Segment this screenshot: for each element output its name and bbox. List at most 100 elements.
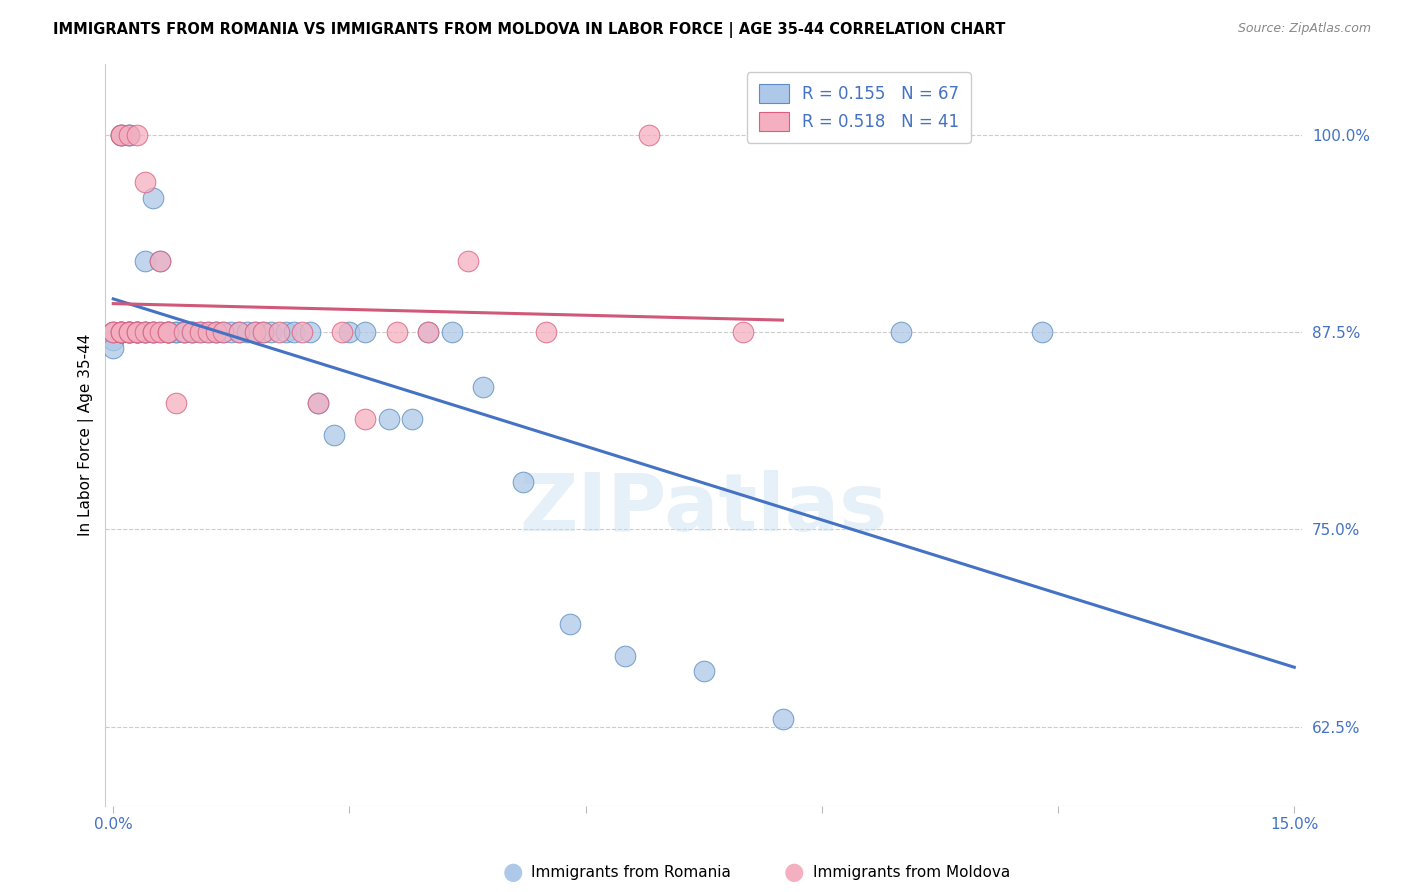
Point xyxy=(142,326,165,340)
Point xyxy=(110,128,132,142)
Point xyxy=(157,326,180,340)
Point xyxy=(157,326,180,340)
Point xyxy=(276,326,298,340)
Point xyxy=(283,326,305,340)
Point xyxy=(221,326,243,340)
Point xyxy=(134,326,156,340)
Point xyxy=(142,326,165,340)
Point xyxy=(110,326,132,340)
Point xyxy=(125,128,148,142)
Point xyxy=(110,326,132,340)
Point xyxy=(125,326,148,340)
Point xyxy=(134,254,156,268)
Point xyxy=(142,191,165,205)
Point xyxy=(165,396,187,410)
Point xyxy=(228,326,250,340)
Point xyxy=(614,648,637,663)
Point xyxy=(204,326,226,340)
Point xyxy=(125,326,148,340)
Point xyxy=(536,326,558,340)
Point xyxy=(243,326,266,340)
Point xyxy=(772,712,794,726)
Point xyxy=(173,326,195,340)
Point xyxy=(330,326,353,340)
Point xyxy=(103,326,125,340)
Point xyxy=(103,326,125,340)
Point xyxy=(173,326,195,340)
Text: IMMIGRANTS FROM ROMANIA VS IMMIGRANTS FROM MOLDOVA IN LABOR FORCE | AGE 35-44 CO: IMMIGRANTS FROM ROMANIA VS IMMIGRANTS FR… xyxy=(53,22,1005,38)
Point xyxy=(149,326,172,340)
Point xyxy=(378,412,401,426)
Point xyxy=(236,326,259,340)
Point xyxy=(157,326,180,340)
Point xyxy=(733,326,755,340)
Point xyxy=(125,326,148,340)
Point xyxy=(260,326,283,340)
Point xyxy=(142,326,165,340)
Point xyxy=(110,326,132,340)
Point xyxy=(118,326,141,340)
Point xyxy=(354,326,377,340)
Point xyxy=(228,326,250,340)
Point xyxy=(165,326,187,340)
Point xyxy=(512,475,534,490)
Point xyxy=(134,326,156,340)
Point xyxy=(125,326,148,340)
Point xyxy=(134,326,156,340)
Text: ●: ● xyxy=(785,861,804,884)
Text: ●: ● xyxy=(503,861,523,884)
Point xyxy=(149,254,172,268)
Point xyxy=(197,326,219,340)
Point xyxy=(118,326,141,340)
Point xyxy=(181,326,204,340)
Point xyxy=(307,396,329,410)
Point xyxy=(157,326,180,340)
Point xyxy=(291,326,314,340)
Point xyxy=(188,326,211,340)
Text: Immigrants from Romania: Immigrants from Romania xyxy=(531,865,731,880)
Point xyxy=(457,254,479,268)
Point xyxy=(252,326,274,340)
Point xyxy=(890,326,912,340)
Point xyxy=(637,128,659,142)
Point xyxy=(118,326,141,340)
Point xyxy=(299,326,322,340)
Point xyxy=(118,326,141,340)
Point xyxy=(440,326,463,340)
Point xyxy=(418,326,440,340)
Point xyxy=(401,412,423,426)
Point xyxy=(125,326,148,340)
Point xyxy=(157,326,180,340)
Point xyxy=(252,326,274,340)
Text: ZIPatlas: ZIPatlas xyxy=(520,470,889,548)
Legend: R = 0.155   N = 67, R = 0.518   N = 41: R = 0.155 N = 67, R = 0.518 N = 41 xyxy=(747,72,970,143)
Point xyxy=(118,128,141,142)
Point xyxy=(204,326,226,340)
Point xyxy=(472,380,495,394)
Point xyxy=(339,326,361,340)
Text: Immigrants from Moldova: Immigrants from Moldova xyxy=(813,865,1010,880)
Point xyxy=(110,128,132,142)
Point xyxy=(125,326,148,340)
Point xyxy=(110,326,132,340)
Point xyxy=(1031,326,1053,340)
Text: Source: ZipAtlas.com: Source: ZipAtlas.com xyxy=(1237,22,1371,36)
Point xyxy=(188,326,211,340)
Point xyxy=(181,326,204,340)
Point xyxy=(103,326,125,340)
Point xyxy=(267,326,290,340)
Point xyxy=(103,341,125,355)
Point xyxy=(103,333,125,347)
Point xyxy=(118,128,141,142)
Point xyxy=(118,128,141,142)
Point xyxy=(212,326,235,340)
Point xyxy=(110,326,132,340)
Point xyxy=(173,326,195,340)
Point xyxy=(142,326,165,340)
Point xyxy=(165,326,187,340)
Point xyxy=(110,326,132,340)
Point xyxy=(204,326,226,340)
Point xyxy=(134,175,156,189)
Point xyxy=(354,412,377,426)
Y-axis label: In Labor Force | Age 35-44: In Labor Force | Age 35-44 xyxy=(79,334,94,536)
